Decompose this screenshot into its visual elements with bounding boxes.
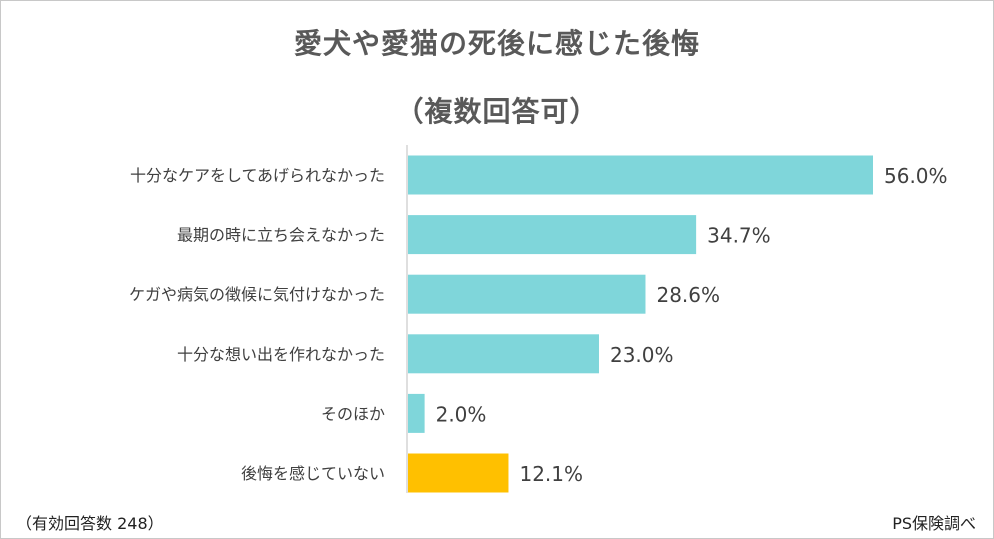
category-label: 十分な想い出を作れなかった <box>177 345 385 364</box>
value-label: 56.0% <box>884 164 948 188</box>
bars-layer: 十分なケアをしてあげられなかった 56.0% 最期の時に立ち会えなかった 34.7% ケ… <box>129 155 948 493</box>
value-label: 2.0% <box>436 402 487 426</box>
chart-title: 愛犬や愛猫の死後に感じた後悔 <box>293 27 700 60</box>
footnote-source: PS保険調べ <box>892 514 976 533</box>
bar <box>408 274 646 314</box>
category-label: 十分なケアをしてあげられなかった <box>130 166 385 185</box>
category-label: ケガや病気の徴候に気付けなかった <box>129 285 385 304</box>
category-label: そのほか <box>321 404 385 423</box>
category-label: 後悔を感じていない <box>241 464 385 483</box>
footnote-respondents: （有効回答数 248） <box>16 514 164 533</box>
bar <box>408 155 873 195</box>
value-label: 34.7% <box>707 224 771 248</box>
bar <box>408 215 697 255</box>
value-label: 28.6% <box>656 283 720 307</box>
bar <box>408 453 509 493</box>
bar <box>408 334 599 374</box>
bar <box>408 393 425 433</box>
category-label: 最期の時に立ち会えなかった <box>177 226 385 245</box>
chart-subtitle: （複数回答可） <box>395 95 599 128</box>
value-label: 12.1% <box>519 462 583 486</box>
value-label: 23.0% <box>610 343 674 367</box>
